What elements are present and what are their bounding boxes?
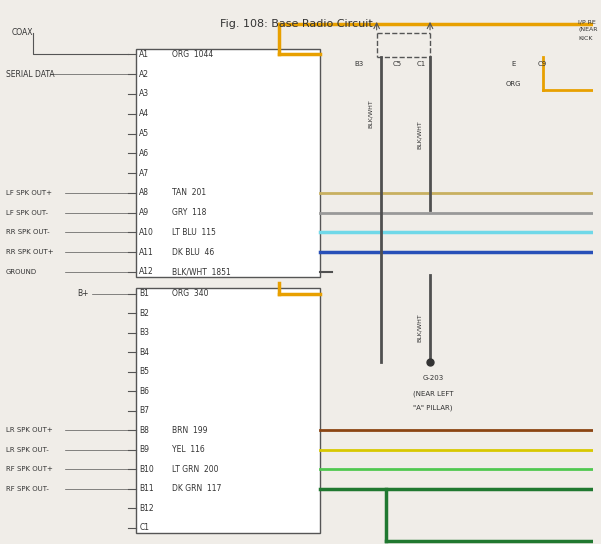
Text: B+: B+ [78, 289, 89, 298]
Text: B11: B11 [139, 484, 154, 493]
Text: "A" PILLAR): "A" PILLAR) [413, 405, 453, 411]
Text: BLK/WHT: BLK/WHT [417, 313, 422, 342]
Text: A1: A1 [139, 50, 150, 59]
Text: LR SPK OUT+: LR SPK OUT+ [6, 427, 53, 433]
Text: C1: C1 [416, 61, 426, 67]
Text: LF SPK OUT+: LF SPK OUT+ [6, 190, 52, 196]
Text: BRN  199: BRN 199 [172, 426, 207, 435]
Text: A12: A12 [139, 268, 154, 276]
Text: G-203: G-203 [423, 375, 444, 381]
Text: B8: B8 [139, 426, 149, 435]
Text: A11: A11 [139, 248, 154, 257]
Text: A7: A7 [139, 169, 150, 177]
Text: A9: A9 [139, 208, 150, 217]
Text: A3: A3 [139, 89, 150, 98]
Text: B4: B4 [139, 348, 150, 357]
Text: GRY  118: GRY 118 [172, 208, 206, 217]
Text: BLK/WHT  1851: BLK/WHT 1851 [172, 268, 231, 276]
Text: Fig. 108: Base Radio Circuit: Fig. 108: Base Radio Circuit [220, 19, 373, 29]
Text: DK BLU  46: DK BLU 46 [172, 248, 215, 257]
Text: BLK/WHT: BLK/WHT [417, 121, 422, 149]
Text: A4: A4 [139, 109, 150, 118]
Text: C5: C5 [393, 61, 402, 67]
Text: A5: A5 [139, 129, 150, 138]
Text: E: E [511, 61, 515, 67]
Text: LR SPK OUT-: LR SPK OUT- [6, 447, 49, 453]
Text: KICK: KICK [578, 35, 593, 41]
Text: B7: B7 [139, 406, 150, 415]
Text: B3: B3 [139, 328, 150, 337]
Text: TAN  201: TAN 201 [172, 188, 206, 197]
Text: (NEAR: (NEAR [578, 27, 598, 33]
Bar [136, 288, 320, 533]
Bar [136, 49, 320, 277]
Text: A2: A2 [139, 70, 150, 79]
Text: ORG: ORG [505, 81, 521, 88]
Text: SERIAL DATA: SERIAL DATA [6, 70, 55, 79]
Text: RR SPK OUT+: RR SPK OUT+ [6, 249, 53, 255]
Text: LF SPK OUT-: LF SPK OUT- [6, 209, 48, 215]
Text: B3: B3 [354, 61, 364, 67]
Text: B1: B1 [139, 289, 149, 298]
Text: B12: B12 [139, 504, 154, 512]
Text: GROUND: GROUND [6, 269, 37, 275]
Text: ORG  1044: ORG 1044 [172, 50, 213, 59]
Text: RR SPK OUT-: RR SPK OUT- [6, 230, 49, 236]
Text: B5: B5 [139, 367, 150, 376]
Text: B2: B2 [139, 309, 149, 318]
Text: LT BLU  115: LT BLU 115 [172, 228, 216, 237]
Text: A8: A8 [139, 188, 150, 197]
Text: BLK/WHT: BLK/WHT [368, 100, 373, 128]
Text: B6: B6 [139, 387, 150, 395]
Text: LT GRN  200: LT GRN 200 [172, 465, 219, 474]
Text: A6: A6 [139, 149, 150, 158]
Text: DK GRN  117: DK GRN 117 [172, 484, 221, 493]
Text: I/P RE: I/P RE [578, 19, 596, 24]
Text: RF SPK OUT-: RF SPK OUT- [6, 486, 49, 492]
Text: ORG  340: ORG 340 [172, 289, 209, 298]
Text: B9: B9 [139, 445, 150, 454]
Text: (NEAR LEFT: (NEAR LEFT [413, 390, 453, 397]
Text: COAX: COAX [12, 28, 34, 37]
Text: B10: B10 [139, 465, 154, 474]
Text: C9: C9 [538, 61, 548, 67]
Text: A10: A10 [139, 228, 154, 237]
Text: YEL  116: YEL 116 [172, 445, 205, 454]
Text: RF SPK OUT+: RF SPK OUT+ [6, 466, 53, 472]
Text: C1: C1 [139, 523, 150, 532]
